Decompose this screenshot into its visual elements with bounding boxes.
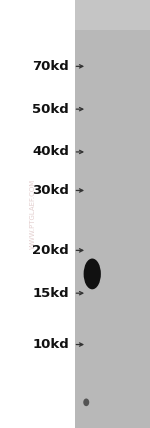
- Bar: [75, 0, 150, 30]
- Text: 70kd: 70kd: [32, 60, 69, 73]
- Bar: [0, 0, 75, 428]
- Ellipse shape: [84, 259, 101, 289]
- Ellipse shape: [83, 398, 89, 406]
- Bar: [75, 0, 150, 428]
- Text: 10kd: 10kd: [32, 338, 69, 351]
- Text: 40kd: 40kd: [32, 146, 69, 158]
- Text: WWW.PTGLAEF.COM: WWW.PTGLAEF.COM: [30, 179, 36, 249]
- Text: 20kd: 20kd: [32, 244, 69, 257]
- Text: 30kd: 30kd: [32, 184, 69, 197]
- Text: 15kd: 15kd: [32, 287, 69, 300]
- Text: 50kd: 50kd: [32, 103, 69, 116]
